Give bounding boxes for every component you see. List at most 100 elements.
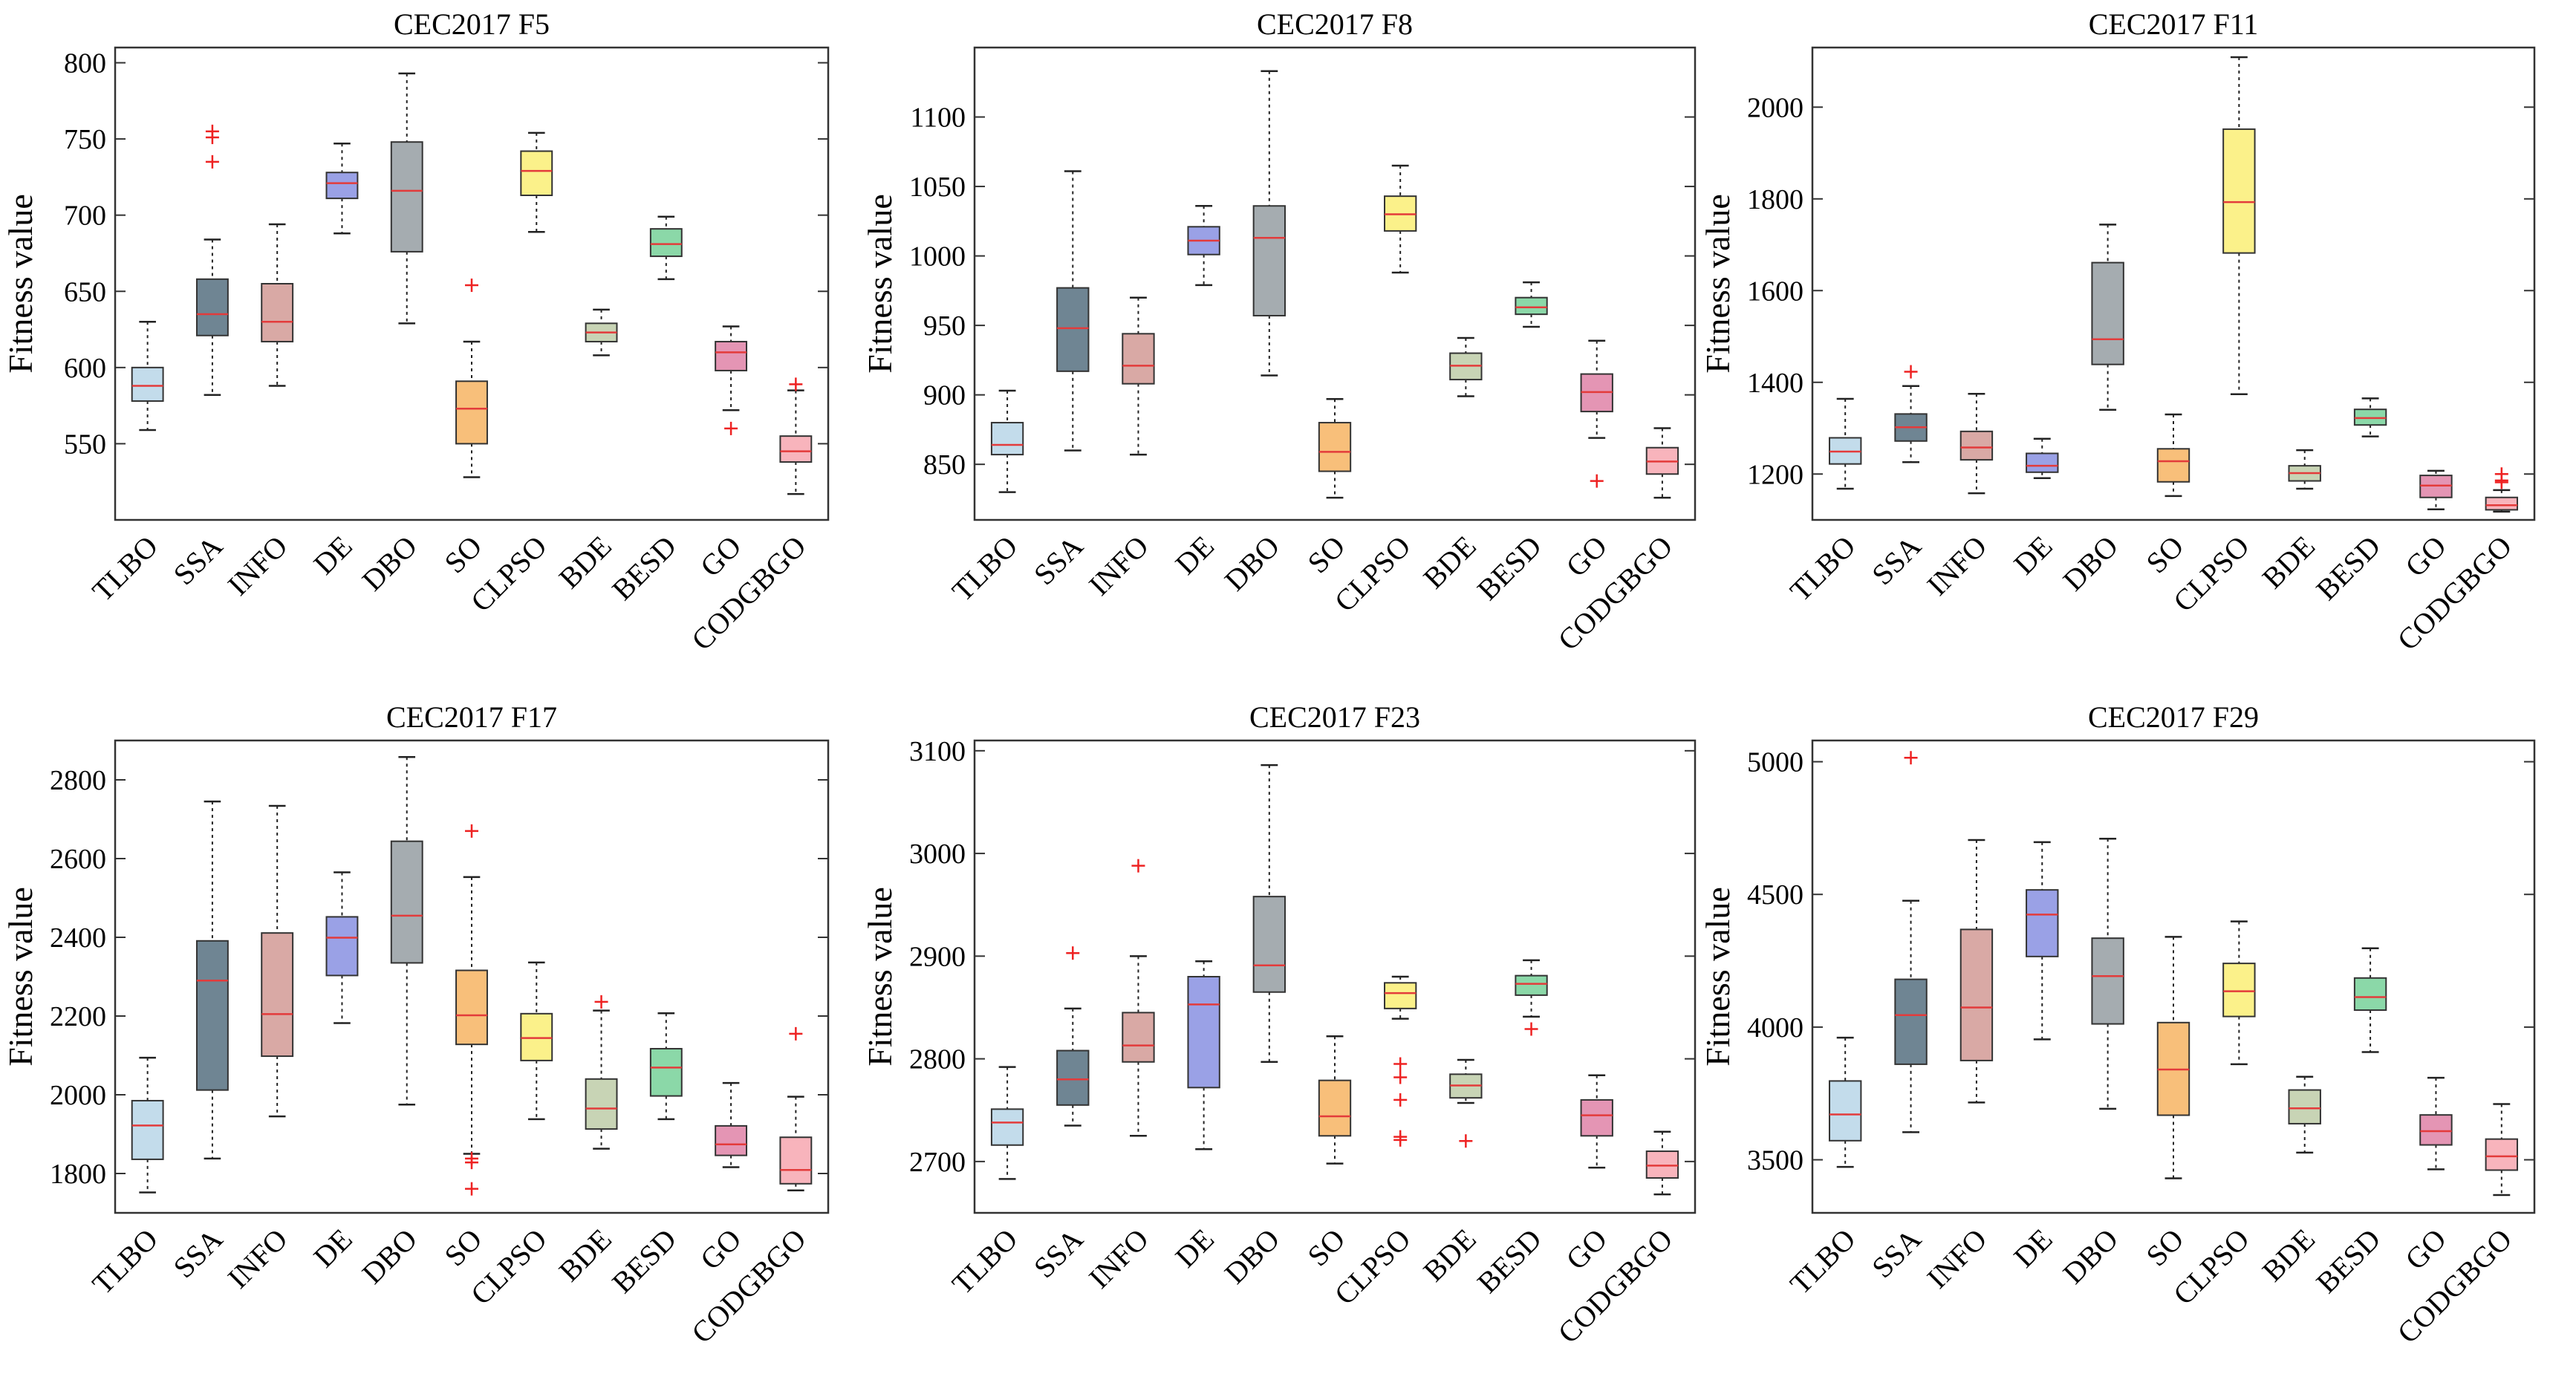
- outlier-marker: [789, 377, 803, 391]
- iqr-box: [195, 940, 229, 1091]
- box-tlbo: [131, 1056, 164, 1194]
- box-clpso: [2222, 56, 2256, 396]
- iqr-box: [585, 1078, 618, 1130]
- iqr-box: [649, 228, 683, 258]
- y-tick-label: 1100: [910, 102, 966, 134]
- x-tick-label: DE: [307, 1223, 359, 1275]
- iqr-box: [1056, 1049, 1090, 1106]
- iqr-box: [2288, 1089, 2321, 1124]
- x-tick-label: CLPSO: [2167, 530, 2256, 619]
- x-tick-label: DBO: [2056, 1223, 2124, 1291]
- outlier-marker: [1904, 751, 1918, 765]
- x-tick-label: BESD: [605, 530, 683, 607]
- box-besd: [2353, 397, 2387, 437]
- iqr-box: [325, 172, 359, 200]
- outlier-marker: [1904, 365, 1918, 379]
- boxplot-panel: CEC2017 F29 Fitness value 3500 4000 4500 5000…: [1699, 700, 2536, 1350]
- iqr-box: [1959, 430, 1994, 461]
- plot-frame: [973, 739, 1697, 1214]
- box-ssa: [1056, 170, 1090, 452]
- y-tick-label: 2800: [50, 765, 106, 796]
- box-clpso: [520, 961, 553, 1121]
- iqr-box: [455, 380, 488, 445]
- box-clpso: [2222, 920, 2256, 1066]
- x-tick-label: INFO: [1082, 530, 1155, 602]
- y-tick-label: 2400: [50, 922, 106, 954]
- plot-frame: [114, 739, 830, 1214]
- y-axis-label: Fitness value: [861, 194, 899, 373]
- box-so: [455, 824, 488, 1196]
- box-tlbo: [990, 389, 1024, 493]
- y-tick-label: 900: [923, 380, 966, 411]
- outlier-marker: [1459, 1134, 1473, 1148]
- x-tick-label: SSA: [1865, 1222, 1928, 1284]
- outlier-marker: [2494, 467, 2508, 481]
- box-dbo: [390, 72, 423, 325]
- y-tick-label: 850: [923, 449, 966, 481]
- box-tlbo: [131, 321, 164, 432]
- boxplot-panel: CEC2017 F5 Fitness value 550 600 650 700 750 80…: [1, 7, 830, 657]
- plot-title: CEC2017 F29: [2088, 700, 2259, 734]
- box-info: [1122, 296, 1155, 456]
- y-tick-label: 3000: [909, 839, 966, 870]
- y-tick-label: 2000: [1747, 92, 1803, 123]
- y-tick-label: 3100: [909, 736, 966, 767]
- x-tick-label: TLBO: [1783, 1223, 1862, 1301]
- iqr-box: [1318, 422, 1352, 472]
- outlier-marker: [1393, 1070, 1408, 1084]
- iqr-box: [131, 366, 164, 402]
- outlier-marker: [1393, 1057, 1408, 1071]
- box-go: [1580, 339, 1613, 488]
- iqr-box: [2222, 128, 2256, 254]
- x-tick-label: SO: [438, 1223, 488, 1273]
- y-tick-label: 800: [64, 48, 106, 79]
- plot-frame: [1811, 46, 2536, 521]
- y-tick-label: 700: [64, 201, 106, 232]
- y-tick-label: 1050: [909, 172, 966, 203]
- y-axis-label: Fitness value: [1699, 194, 1737, 373]
- x-tick-label: SO: [1301, 530, 1351, 580]
- plot-title: CEC2017 F23: [1249, 700, 1420, 734]
- box-dbo: [2091, 837, 2124, 1110]
- plot-frame: [1811, 739, 2536, 1214]
- x-tick-label: GO: [2398, 1223, 2453, 1277]
- x-tick-label: INFO: [221, 1223, 294, 1295]
- y-tick-label: 550: [64, 429, 106, 460]
- x-tick-label: GO: [1559, 530, 1613, 584]
- iqr-box: [390, 840, 423, 964]
- iqr-box: [390, 141, 423, 253]
- y-tick-label: 5000: [1747, 747, 1803, 778]
- y-tick-label: 1200: [1747, 459, 1803, 490]
- outlier-marker: [1524, 1022, 1538, 1036]
- box-ssa: [195, 124, 229, 397]
- x-tick-label: GO: [1559, 1223, 1613, 1277]
- iqr-box: [1828, 1080, 1862, 1142]
- y-tick-label: 950: [923, 310, 966, 342]
- outlier-marker: [465, 824, 478, 838]
- y-axis-label: Fitness value: [1699, 887, 1737, 1066]
- x-tick-label: SO: [438, 530, 488, 580]
- y-tick-label: 750: [64, 124, 106, 155]
- iqr-box: [715, 1124, 748, 1156]
- x-tick-label: DBO: [356, 530, 424, 598]
- box-de: [325, 143, 359, 235]
- outlier-marker: [724, 421, 738, 435]
- box-codgbgo: [1645, 1130, 1679, 1196]
- iqr-box: [2091, 937, 2124, 1025]
- x-tick-label: DE: [1168, 530, 1220, 582]
- iqr-box: [1515, 974, 1548, 996]
- iqr-box: [1515, 296, 1548, 316]
- x-tick-label: SSA: [1865, 529, 1928, 591]
- y-tick-label: 1800: [1747, 184, 1803, 215]
- iqr-box: [2156, 448, 2190, 483]
- box-codgbgo: [2485, 467, 2519, 513]
- box-codgbgo: [779, 1026, 813, 1192]
- box-codgbgo: [2485, 1103, 2519, 1197]
- y-tick-label: 1800: [50, 1159, 106, 1190]
- iqr-box: [1252, 205, 1286, 317]
- x-tick-label: SO: [2139, 530, 2190, 580]
- y-tick-label: 3500: [1747, 1145, 1803, 1176]
- box-dbo: [2091, 224, 2124, 411]
- x-tick-label: DBO: [2056, 530, 2124, 598]
- iqr-box: [1056, 287, 1090, 372]
